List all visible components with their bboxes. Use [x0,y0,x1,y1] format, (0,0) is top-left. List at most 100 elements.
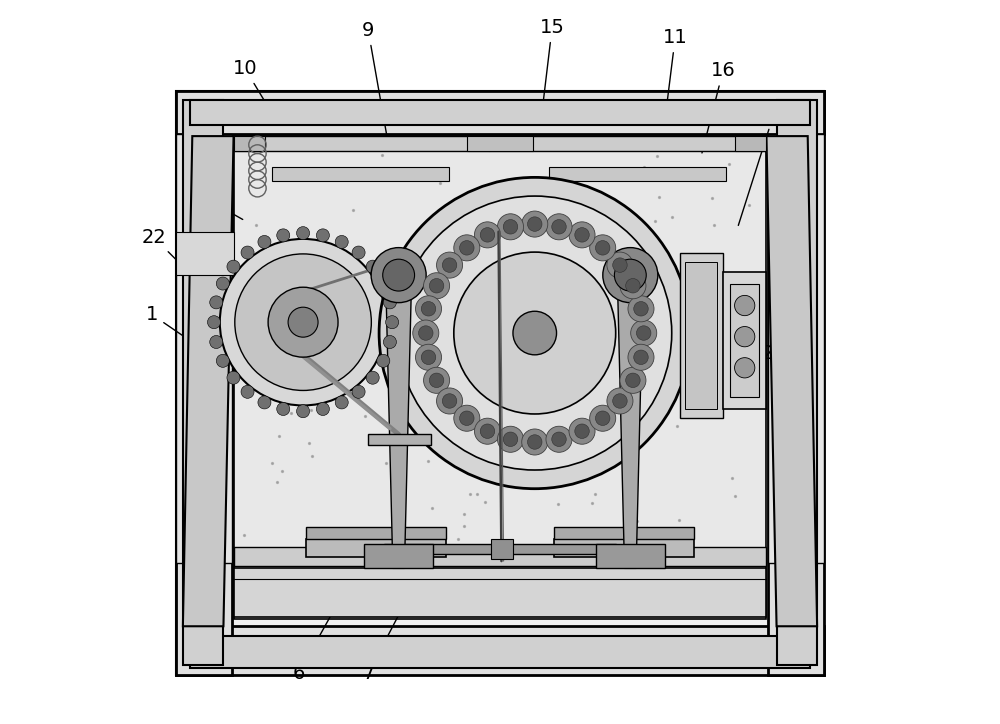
Circle shape [383,296,396,309]
Polygon shape [183,136,234,626]
Circle shape [429,373,444,387]
Polygon shape [766,136,817,626]
Circle shape [377,277,390,290]
Text: 15: 15 [540,18,565,109]
Circle shape [437,388,463,414]
Text: 23: 23 [743,267,793,299]
Circle shape [386,316,399,329]
Circle shape [474,418,501,445]
Circle shape [546,426,572,452]
Point [264,458,280,469]
Circle shape [628,296,654,322]
Circle shape [210,335,223,348]
Text: 11: 11 [663,28,688,104]
Circle shape [216,277,229,290]
Point [271,430,287,442]
Circle shape [421,302,436,316]
Circle shape [552,432,566,447]
Circle shape [569,418,595,445]
Polygon shape [306,539,446,557]
Point [304,450,320,462]
Circle shape [607,388,633,414]
Circle shape [258,396,271,409]
Point [341,550,357,561]
Circle shape [335,396,348,409]
Circle shape [522,429,548,455]
Point [374,149,390,161]
Polygon shape [190,636,810,668]
Circle shape [636,326,651,340]
Polygon shape [554,527,694,539]
Point [723,315,739,327]
Point [456,521,472,532]
Polygon shape [183,100,223,665]
Circle shape [316,229,329,242]
Circle shape [227,371,240,384]
Circle shape [497,214,524,240]
Circle shape [620,273,646,299]
Point [669,420,685,432]
Point [706,219,722,231]
Circle shape [415,296,442,322]
Point [674,173,690,185]
Circle shape [383,259,415,291]
Polygon shape [176,90,232,675]
Circle shape [316,403,329,416]
Polygon shape [491,539,513,559]
Point [398,164,414,175]
Polygon shape [617,275,643,568]
Polygon shape [234,568,766,617]
Polygon shape [467,136,533,151]
Point [481,144,497,156]
Polygon shape [768,134,824,563]
Circle shape [216,354,229,367]
Point [636,161,652,173]
Circle shape [569,222,595,248]
Point [354,544,370,555]
Text: 7: 7 [362,610,401,683]
Point [303,404,319,416]
Point [395,492,411,503]
Polygon shape [384,544,616,554]
Point [432,177,448,189]
Circle shape [528,434,542,449]
Point [424,502,440,514]
Circle shape [235,254,371,390]
Circle shape [626,279,640,293]
Point [456,508,472,520]
Point [345,204,361,216]
Circle shape [413,320,439,346]
Circle shape [454,252,616,414]
Circle shape [603,248,658,303]
Circle shape [379,177,690,489]
Polygon shape [723,272,766,409]
Circle shape [634,302,648,316]
Point [730,334,746,346]
Polygon shape [234,136,766,619]
Circle shape [513,311,557,355]
Point [462,488,478,500]
Circle shape [607,252,633,278]
Point [420,455,436,467]
Point [477,496,493,508]
Circle shape [460,240,474,255]
Point [469,555,485,566]
Circle shape [421,350,436,364]
Circle shape [297,405,310,418]
Point [694,283,710,295]
Circle shape [398,196,672,470]
Point [647,215,663,227]
Circle shape [366,260,379,273]
Circle shape [480,424,495,439]
Text: 5: 5 [181,179,243,219]
Point [274,465,290,476]
Circle shape [288,307,318,337]
Polygon shape [368,434,431,445]
Circle shape [575,424,589,439]
Point [717,279,733,291]
Circle shape [258,235,271,248]
Polygon shape [190,100,810,125]
Circle shape [590,235,616,261]
Polygon shape [234,136,766,151]
Polygon shape [768,90,824,675]
